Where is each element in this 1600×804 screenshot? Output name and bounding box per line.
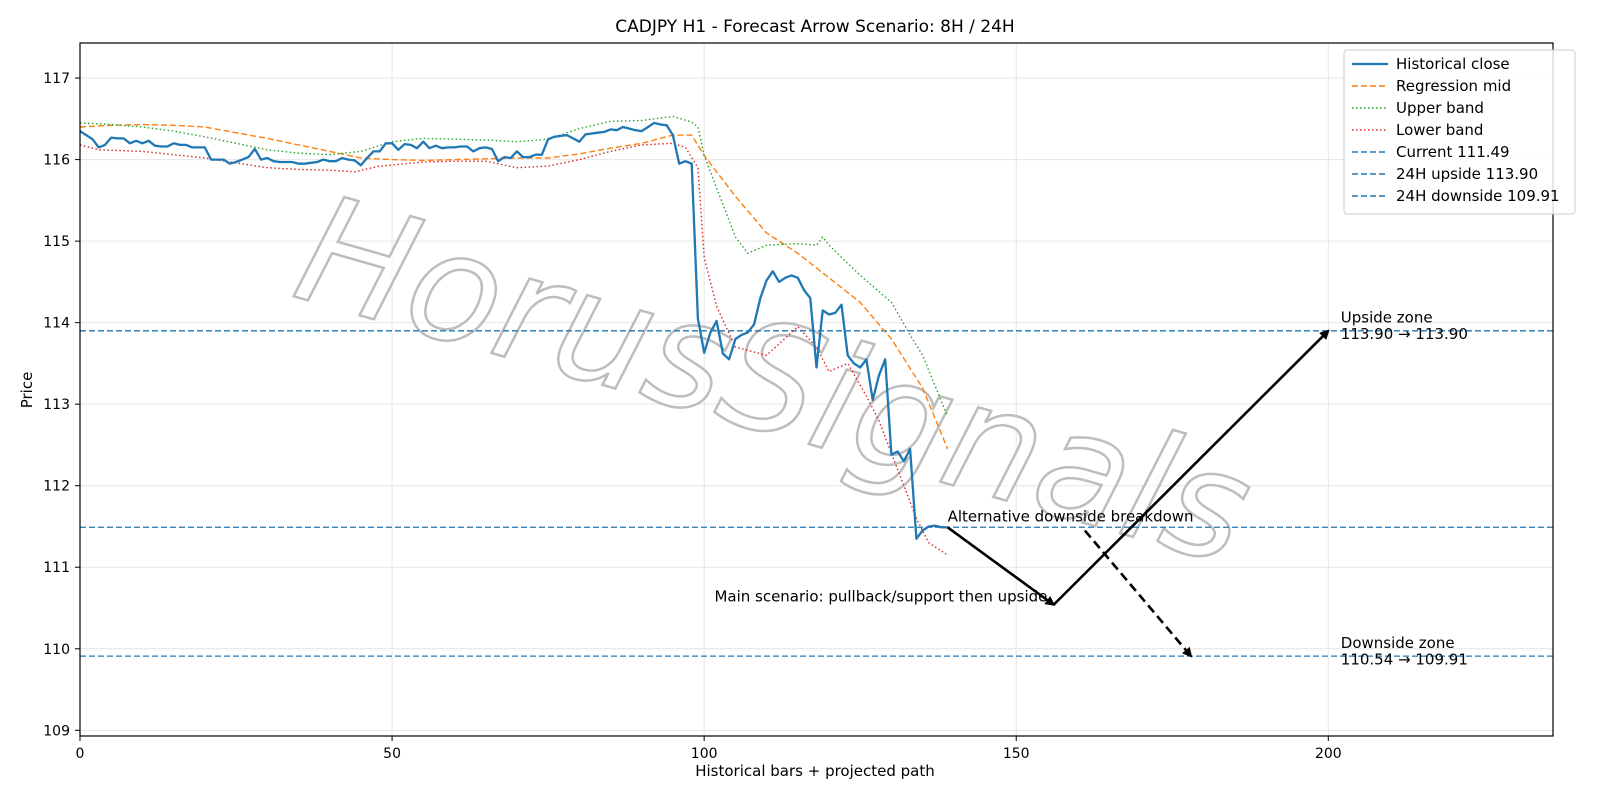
annotation-upzone-1: Upside zone	[1341, 309, 1433, 327]
legend-label: Lower band	[1396, 121, 1483, 139]
chart-title: CADJPY H1 - Forecast Arrow Scenario: 8H …	[615, 17, 1014, 37]
y-tick-label: 111	[43, 560, 70, 576]
annotation-downzone-2: 110.54 → 109.91	[1341, 650, 1468, 668]
y-tick-label: 116	[43, 153, 70, 169]
annotation-downzone-1: Downside zone	[1341, 634, 1455, 652]
watermark-text: HorusSignals	[280, 163, 1268, 600]
legend-label: 24H upside 113.90	[1396, 165, 1538, 183]
series-layer	[80, 115, 949, 556]
y-tick-label: 112	[43, 479, 70, 495]
grid-layer	[79, 43, 1553, 736]
y-tick-label: 115	[43, 234, 70, 250]
annotation-main: Main scenario: pullback/support then ups…	[714, 587, 1047, 605]
x-tick-label: 50	[383, 746, 401, 762]
x-tick-label: 100	[691, 746, 718, 762]
series-line-mid	[80, 123, 949, 450]
watermark: HorusSignals	[279, 161, 1270, 600]
x-tick-label: 0	[76, 746, 85, 762]
legend-label: Current 111.49	[1396, 143, 1510, 161]
legend-label: 24H downside 109.91	[1396, 187, 1560, 205]
legend: Historical close Regression mid Upper band…	[1343, 49, 1576, 215]
legend-box	[1343, 49, 1576, 215]
annotation-alt: Alternative downside breakdown	[948, 508, 1194, 526]
main-scenario-arrow	[1052, 329, 1330, 606]
arrow-layer	[946, 329, 1330, 658]
plot-frame	[79, 42, 1554, 737]
annotation-upzone-2: 113.90 → 113.90	[1341, 325, 1468, 343]
y-tick-label: 109	[43, 723, 70, 739]
y-tick-label: 114	[43, 316, 70, 332]
x-tick-label: 200	[1315, 746, 1342, 762]
main-scenario-arrow	[946, 526, 1056, 606]
legend-label: Historical close	[1396, 55, 1510, 73]
legend-label: Regression mid	[1396, 77, 1511, 95]
legend-label: Upper band	[1396, 99, 1484, 117]
x-tick-label: 150	[1003, 746, 1030, 762]
y-axis-label: Price	[18, 372, 36, 409]
y-tick-label: 117	[43, 71, 70, 87]
x-axis: 0 50 100 150 200	[76, 736, 1342, 762]
annotation-layer: Alternative downside breakdown Main scena…	[714, 309, 1467, 669]
series-line-upper	[80, 115, 949, 417]
series-line-historical	[80, 121, 948, 540]
x-axis-label: Historical bars + projected path	[695, 762, 935, 780]
y-tick-label: 113	[43, 397, 70, 413]
y-axis: 109 110 111 112 113 114 115 116 117	[43, 71, 80, 739]
hline-layer	[80, 330, 1553, 657]
y-tick-label: 110	[43, 642, 70, 658]
